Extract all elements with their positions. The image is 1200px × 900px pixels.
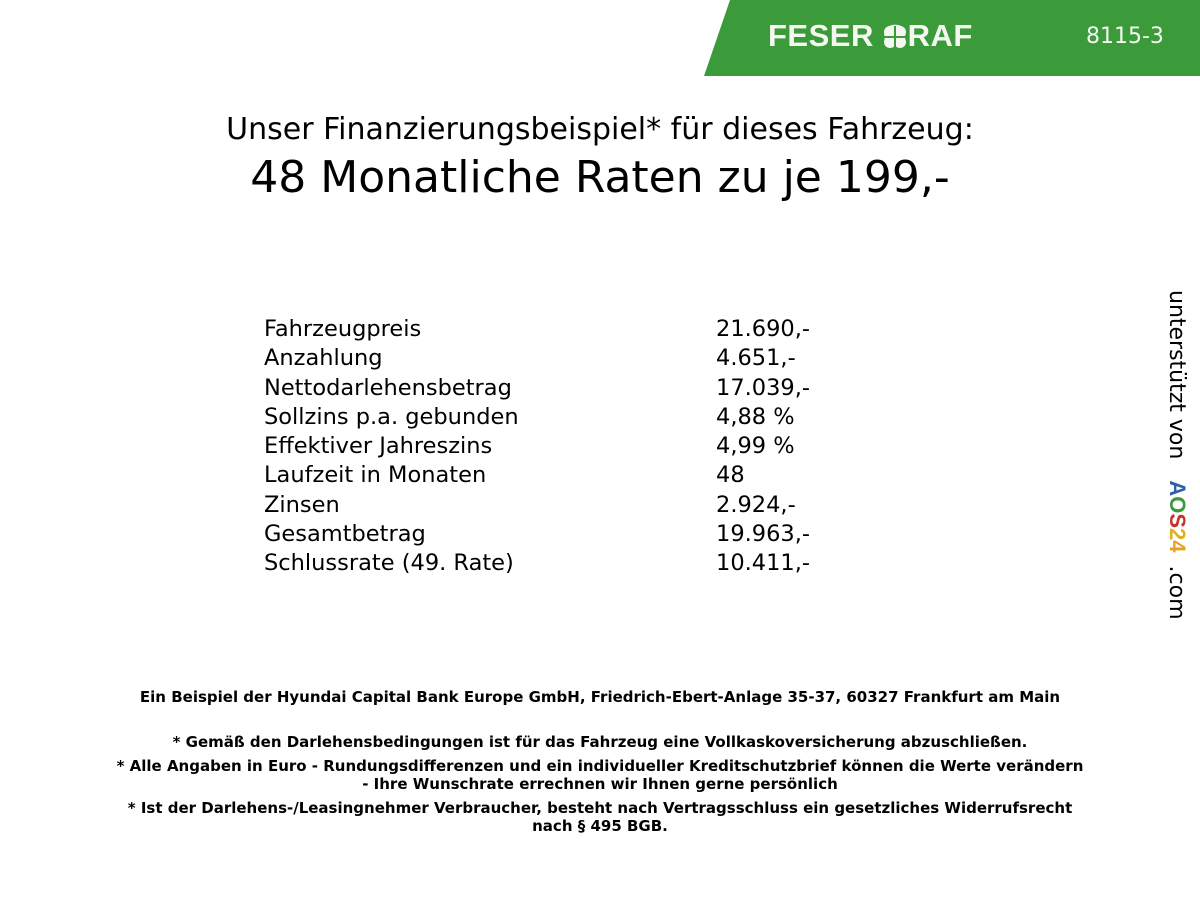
table-row: Effektiver Jahreszins 4,99 % bbox=[264, 433, 810, 462]
table-row: Sollzins p.a. gebunden 4,88 % bbox=[264, 404, 810, 433]
table-row: Gesamtbetrag 19.963,- bbox=[264, 521, 810, 550]
aos24-letter: S bbox=[1165, 513, 1190, 529]
row-value: 17.039,- bbox=[716, 374, 810, 401]
row-label: Effektiver Jahreszins bbox=[264, 433, 493, 460]
headline: Unser Finanzierungsbeispiel* für dieses … bbox=[226, 112, 974, 147]
row-value: 4,99 % bbox=[716, 433, 795, 460]
monthly-rate-headline: 48 Monatliche Raten zu je 199,- bbox=[250, 152, 950, 203]
bank-info: Ein Beispiel der Hyundai Capital Bank Eu… bbox=[139, 688, 1061, 706]
row-value: 2.924,- bbox=[716, 491, 796, 518]
row-label: Anzahlung bbox=[264, 345, 383, 372]
aos24-letter: A bbox=[1165, 480, 1190, 497]
row-label: Schlussrate (49. Rate) bbox=[264, 550, 514, 577]
row-label: Fahrzeugpreis bbox=[264, 316, 422, 342]
table-row: Schlussrate (49. Rate) 10.411,- bbox=[264, 550, 810, 579]
row-label: Sollzins p.a. gebunden bbox=[264, 403, 519, 430]
aos24-letter: O bbox=[1165, 496, 1190, 514]
footnote-amounts-cont: - Ihre Wunschrate errechnen wir Ihnen ge… bbox=[362, 775, 838, 793]
row-value: 4,88 % bbox=[716, 403, 795, 430]
supported-by-text: unterstützt von bbox=[1164, 290, 1189, 460]
row-label: Nettodarlehensbetrag bbox=[264, 374, 512, 401]
row-value: 48 bbox=[716, 462, 745, 489]
brand-name: FESER GRAF bbox=[768, 18, 973, 53]
table-row: Laufzeit in Monaten 48 bbox=[264, 462, 810, 491]
row-label: Laufzeit in Monaten bbox=[264, 462, 487, 489]
domain-suffix: .com bbox=[1164, 565, 1189, 620]
aos24-logo: AOS24 bbox=[1164, 480, 1190, 553]
vehicle-code: 8115-3 bbox=[1086, 24, 1164, 49]
row-value: 21.690,- bbox=[716, 316, 810, 342]
row-value: 19.963,- bbox=[716, 521, 810, 548]
financing-table: Fahrzeugpreis 21.690,- Anzahlung 4.651,- Net… bbox=[264, 316, 810, 580]
row-label: Zinsen bbox=[264, 491, 340, 518]
row-label: Gesamtbetrag bbox=[264, 521, 426, 548]
table-row: Nettodarlehensbetrag 17.039,- bbox=[264, 375, 810, 404]
footnote-withdrawal: * Ist der Darlehens-/Leasingnehmer Verbr… bbox=[127, 799, 1073, 817]
footnote-withdrawal-cont: nach § 495 BGB. bbox=[532, 817, 668, 835]
brand-banner bbox=[704, 0, 1200, 76]
feser-graf-logo: FESER GRAF bbox=[768, 18, 973, 54]
footnote-insurance: * Gemäß den Darlehensbedingungen ist für… bbox=[172, 733, 1028, 751]
footnote-amounts: * Alle Angaben in Euro - Rundungsdiffere… bbox=[116, 757, 1084, 775]
table-row: Fahrzeugpreis 21.690,- bbox=[264, 316, 810, 345]
row-value: 4.651,- bbox=[716, 345, 796, 372]
clover-icon bbox=[884, 26, 906, 48]
supported-by: unterstützt von AOS24 .com bbox=[1152, 290, 1192, 620]
row-value: 10.411,- bbox=[716, 550, 810, 577]
aos24-letter: 4 bbox=[1165, 540, 1190, 553]
aos24-letter: 2 bbox=[1165, 528, 1190, 541]
table-row: Zinsen 2.924,- bbox=[264, 492, 810, 521]
table-row: Anzahlung 4.651,- bbox=[264, 345, 810, 374]
